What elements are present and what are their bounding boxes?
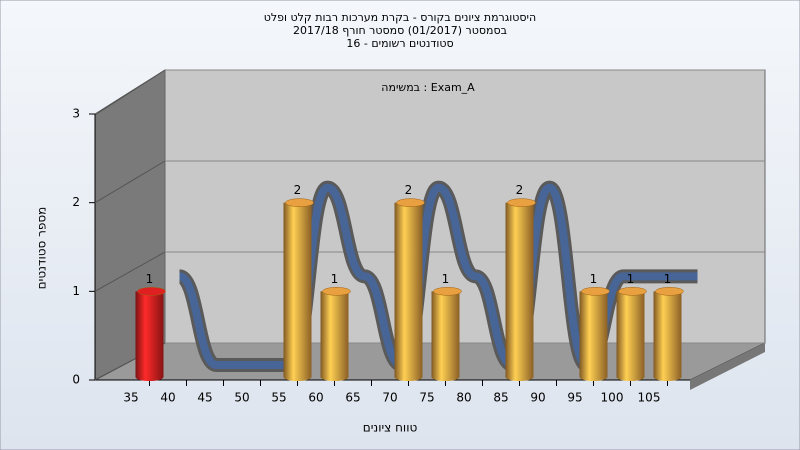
y-tick-label: 1 <box>72 284 80 298</box>
bar-top <box>137 287 166 296</box>
x-tick-label: 90 <box>530 391 545 405</box>
bar <box>431 287 462 381</box>
x-tick-label: 50 <box>234 391 249 405</box>
data-label: 1 <box>590 272 598 286</box>
data-label: 1 <box>664 272 672 286</box>
bar-top <box>433 287 462 296</box>
bar-body <box>394 202 423 377</box>
bar-top <box>581 287 610 296</box>
floor-edge <box>690 343 765 390</box>
grid-line <box>94 160 166 204</box>
bar-top <box>285 198 314 207</box>
x-tick-label: 105 <box>638 391 661 405</box>
chart-title: בסמסטר (01/2017) סמסטר חורף 2017/18 <box>293 24 507 37</box>
grid-line <box>94 251 166 292</box>
bar <box>505 198 536 381</box>
bar-body <box>135 291 164 377</box>
x-tick-label: 70 <box>382 391 397 405</box>
bar-top <box>655 287 684 296</box>
bar <box>616 287 647 381</box>
y-tick-label: 0 <box>72 373 80 387</box>
x-tick-label: 95 <box>567 391 582 405</box>
data-label: 2 <box>405 183 413 197</box>
bar-top <box>507 198 536 207</box>
x-tick-label: 80 <box>456 391 471 405</box>
bar-bottom <box>579 373 608 381</box>
x-axis-label: טווח ציונים <box>363 421 418 435</box>
bar-body <box>616 291 645 377</box>
bar <box>579 287 610 381</box>
x-tick-label: 100 <box>601 391 624 405</box>
bar <box>283 198 314 381</box>
chart-subtitle: במשימה : Exam_A <box>381 81 475 94</box>
bar-bottom <box>135 373 164 381</box>
x-tick-label: 65 <box>345 391 360 405</box>
bar-body <box>579 291 608 377</box>
bar-body <box>283 202 312 377</box>
y-tick-label: 3 <box>72 107 80 121</box>
x-tick-label: 40 <box>160 391 175 405</box>
bar-bottom <box>616 373 645 381</box>
bar-body <box>320 291 349 377</box>
bar <box>320 287 351 381</box>
bar-top <box>396 198 425 207</box>
bar <box>653 287 684 381</box>
grid-line <box>94 69 166 115</box>
bar <box>394 198 425 381</box>
x-tick-label: 85 <box>493 391 508 405</box>
data-label: 2 <box>294 183 302 197</box>
bar <box>135 287 166 381</box>
data-label: 1 <box>442 272 450 286</box>
x-tick-label: 60 <box>308 391 323 405</box>
bar-bottom <box>505 373 534 381</box>
data-label: 1 <box>146 272 154 286</box>
x-tick-label: 75 <box>419 391 434 405</box>
x-tick-label: 35 <box>123 391 138 405</box>
y-axis-label: מספר סטודנטים <box>35 207 49 290</box>
x-tick-label: 55 <box>271 391 286 405</box>
bar-body <box>431 291 460 377</box>
bar-top <box>618 287 647 296</box>
y-tick-label: 2 <box>72 195 80 209</box>
data-label: 2 <box>516 183 524 197</box>
bar-bottom <box>431 373 460 381</box>
bar-bottom <box>320 373 349 381</box>
bar-bottom <box>394 373 423 381</box>
data-label: 1 <box>331 272 339 286</box>
bar-bottom <box>283 373 312 381</box>
x-tick-label: 45 <box>197 391 212 405</box>
chart-title: סטודנטים רשומים - 16 <box>346 37 453 50</box>
bar-top <box>322 287 351 296</box>
bar-bottom <box>653 373 682 381</box>
bar-body <box>505 202 534 377</box>
chart-title: היסטוגרמת ציונים בקורס - בקרת מערכות רבו… <box>264 11 536 24</box>
bar-body <box>653 291 682 377</box>
data-label: 1 <box>627 272 635 286</box>
